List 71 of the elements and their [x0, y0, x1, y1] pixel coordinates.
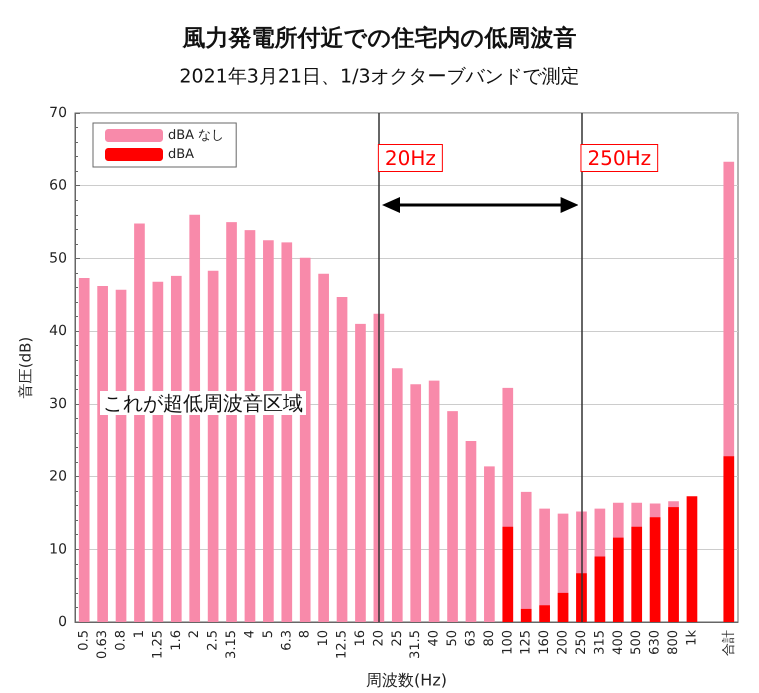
x-tick-label: 1k [684, 630, 700, 646]
x-tick-label: 6.3 [279, 630, 294, 651]
x-tick-label: 50 [445, 630, 460, 647]
x-tick-label: 20 [371, 630, 386, 647]
chart-subtitle: 2021年3月21日、1/3オクターブバンドで測定 [179, 66, 580, 88]
annotation: これが超低周波音区域 [103, 391, 303, 415]
x-tick-label: 160 [537, 630, 552, 655]
y-tick-label: 20 [49, 468, 67, 485]
x-tick-label: 63 [463, 630, 478, 647]
x-tick-label: 16 [352, 630, 368, 647]
bar [466, 440, 476, 622]
x-tick-label: 8 [298, 630, 313, 638]
x-tick-label: 800 [666, 630, 682, 655]
y-tick-label: 70 [49, 105, 67, 121]
y-tick-label: 50 [49, 250, 67, 266]
x-tick-label: 5 [260, 630, 276, 638]
x-tick-label: 500 [629, 630, 644, 655]
x-tick-label: 0.5 [76, 630, 92, 651]
x-tick-label: 200 [556, 630, 571, 655]
x-tick-label: 1.25 [150, 630, 166, 659]
bar [484, 466, 495, 622]
y-tick-label: 0 [58, 614, 67, 630]
bar [318, 274, 329, 622]
x-tick-label: 1.6 [168, 630, 184, 651]
x-tick-label: 630 [648, 630, 663, 655]
bar [428, 380, 440, 622]
x-tick-label: 250 [574, 630, 589, 655]
bar [392, 368, 403, 622]
ref-line-label: 250Hz [587, 146, 652, 170]
y-tick-label: 60 [49, 178, 67, 194]
bar [558, 592, 568, 622]
x-tick-label: 40 [426, 630, 442, 647]
ref-line-label: 20Hz [384, 146, 436, 170]
legend-label: dBA なし [168, 128, 224, 143]
bar [520, 608, 532, 622]
x-axis-title: 周波数(Hz) [366, 670, 447, 690]
x-tick-label: 1 [132, 630, 147, 638]
x-tick-label: 10 [316, 630, 332, 647]
bar [686, 496, 698, 622]
bar [410, 384, 422, 622]
bar [723, 456, 734, 622]
chart-title: 風力発電所付近での住宅内の低周波音 [182, 24, 576, 52]
x-tick-label: 合計 [721, 630, 736, 656]
y-tick-label: 30 [49, 396, 67, 412]
x-tick-label: 100 [500, 630, 516, 655]
x-tick-label: 31.5 [408, 630, 424, 659]
bar [594, 556, 606, 622]
bar [612, 538, 624, 622]
bar [355, 324, 366, 622]
y-axis-title: 音圧(dB) [16, 336, 34, 398]
x-tick-label: 0.63 [95, 630, 110, 659]
bar [336, 296, 348, 622]
bar [631, 526, 642, 622]
bar [78, 278, 90, 622]
legend-label: dBA [168, 147, 194, 162]
y-tick-label: 40 [49, 323, 67, 340]
x-tick-label: 3.15 [224, 630, 240, 659]
x-tick-label: 4 [242, 630, 258, 638]
x-tick-label: 2 [187, 630, 202, 638]
bar [539, 605, 550, 622]
x-tick-label: 80 [482, 630, 497, 647]
y-tick-label: 10 [49, 541, 67, 558]
x-tick-label: 315 [592, 630, 608, 655]
x-tick-label: 400 [610, 630, 626, 655]
x-tick-label: 25 [390, 630, 405, 647]
x-tick-label: 2.5 [206, 630, 221, 651]
bar [447, 411, 458, 622]
x-tick-label: 125 [518, 630, 534, 655]
x-tick-label: 0.8 [114, 630, 129, 651]
x-tick-label: 12.5 [334, 630, 350, 659]
bar [502, 526, 514, 622]
